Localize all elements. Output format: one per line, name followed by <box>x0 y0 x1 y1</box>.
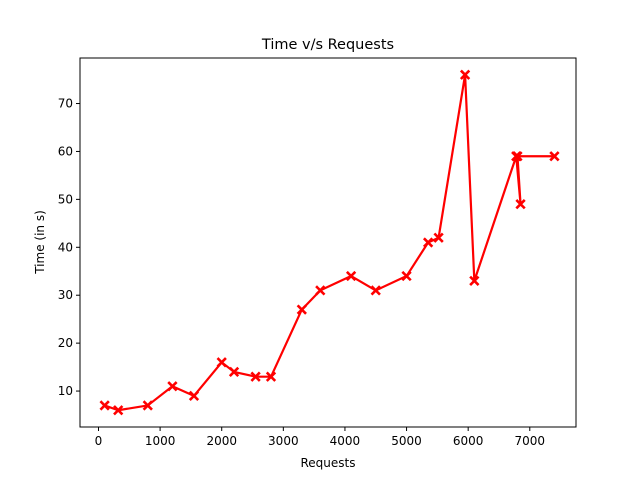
data-point-marker <box>188 390 200 401</box>
y-axis-label: Time (in s) <box>33 210 47 275</box>
x-tick-label: 5000 <box>391 434 422 448</box>
y-tick-label: 20 <box>58 336 73 350</box>
data-point-marker <box>216 357 227 368</box>
plot-area <box>99 69 560 416</box>
y-tick-label: 30 <box>58 288 73 302</box>
data-point-marker <box>422 237 434 248</box>
x-tick-label: 6000 <box>453 434 484 448</box>
data-point-marker <box>549 151 560 162</box>
data-point-marker <box>167 381 178 392</box>
data-point-marker <box>370 285 381 296</box>
data-point-marker <box>515 199 526 210</box>
data-point-marker <box>459 69 471 80</box>
data-point-marker <box>296 304 307 315</box>
y-tick-label: 60 <box>58 144 73 158</box>
data-point-marker <box>250 371 261 382</box>
x-tick-label: 0 <box>95 434 103 448</box>
y-tick-label: 40 <box>58 240 73 254</box>
axes-frame <box>79 57 577 428</box>
series-line <box>104 73 555 412</box>
x-tick-label: 2000 <box>206 434 237 448</box>
chart-title: Time v/s Requests <box>261 37 394 53</box>
data-point-marker <box>512 151 523 162</box>
data-point-marker <box>265 371 277 382</box>
x-axis-label: Requests <box>301 456 356 470</box>
data-point-marker <box>345 270 357 282</box>
x-axis: 0 1000 2000 3000 4000 5000 6000 7000 <box>95 427 545 448</box>
y-axis: 10 20 30 40 50 60 70 <box>58 97 80 398</box>
data-point-marker <box>315 285 326 296</box>
data-point-marker <box>142 400 153 411</box>
x-tick-label: 3000 <box>268 434 299 448</box>
y-tick-label: 70 <box>58 97 73 111</box>
data-point-marker <box>113 405 124 416</box>
x-tick-label: 1000 <box>145 434 176 448</box>
data-point-marker <box>99 400 110 411</box>
x-tick-label: 7000 <box>515 434 546 448</box>
y-tick-label: 10 <box>58 384 73 398</box>
data-point-marker <box>228 366 240 378</box>
x-tick-label: 4000 <box>330 434 361 448</box>
data-point-marker <box>469 275 480 286</box>
y-tick-label: 50 <box>58 192 73 206</box>
data-point-marker <box>433 232 444 243</box>
data-point-marker <box>401 270 412 282</box>
